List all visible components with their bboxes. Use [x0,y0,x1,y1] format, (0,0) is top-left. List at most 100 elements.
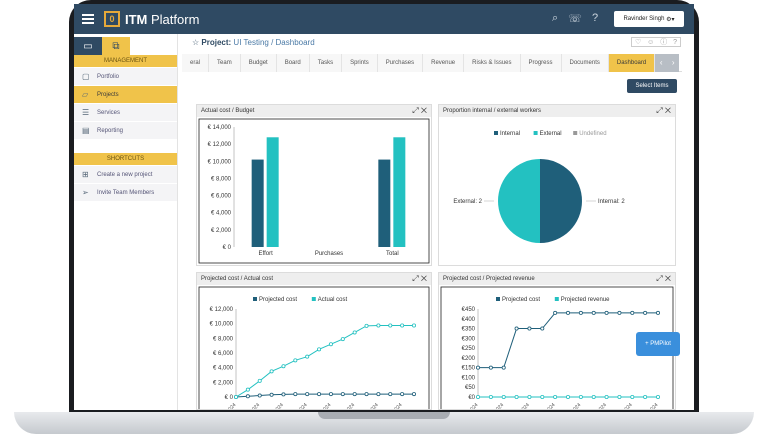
search-icon[interactable]: ⌕ [552,12,559,24]
tab-general[interactable]: eral [182,54,210,72]
data-point [540,395,545,400]
legend-swatch [311,297,316,301]
tab-board[interactable]: Board [276,54,310,72]
data-point [364,323,369,328]
x-tick-label: 2024 [320,402,332,409]
data-point [411,323,416,328]
tab-progress[interactable]: Progress [520,54,562,72]
data-point [376,323,381,328]
shortcut-create-project[interactable]: ⊞ Create a new project [74,166,177,183]
hamburger-menu-icon[interactable] [82,14,94,24]
data-point [476,365,481,370]
project-actions[interactable]: ♡ ☺ ⓘ? [631,37,681,47]
tab-budget[interactable]: Budget [240,54,277,72]
x-tick-label: 2024 [544,402,556,409]
data-point [388,323,393,328]
data-point [245,394,250,399]
y-tick-label: € 6,000 [213,351,234,357]
pie-chart: Internal External Undefined Internal: 2 Exte… [453,131,625,243]
chevron-left-icon[interactable]: ‹ [655,54,668,72]
tab-sprints[interactable]: Sprints [342,54,378,72]
data-point [293,358,298,363]
x-tick-label: 2024 [225,402,237,409]
x-tick-label: 2024 [344,402,356,409]
shortcut-invite-members[interactable]: ➢ Invite Team Members [74,184,177,201]
tab-purchases[interactable]: Purchases [377,54,424,72]
legend-label: Projected cost [502,297,540,303]
data-point [655,310,660,315]
bar [393,137,406,247]
sidebar-item-services[interactable]: ☰ Services [74,104,177,121]
data-point [364,392,369,397]
monitor-tab-icon[interactable]: ▭ [74,37,102,55]
x-tick-label: 2024 [391,402,403,409]
expand-close-icon[interactable]: ⤢ ✕ [656,106,671,115]
pmpilot-button[interactable]: + PMPilot [636,332,680,356]
legend-label: Actual cost [318,297,348,303]
bar [266,137,279,247]
y-tick-label: € 12,000 [208,142,232,148]
data-point [501,395,506,400]
expand-close-icon[interactable]: ⤢ ✕ [412,106,427,115]
data-point [281,364,286,369]
widget-actual-cost-budget: Actual cost / Budget ⤢ ✕ € 14,000 € 12,000… [196,104,432,266]
plus-icon: ⊞ [82,170,89,179]
data-point [305,354,310,359]
top-nav-bar: 0 ITM Platform ⌕ ☏ ? Ravinder Singh ⚙▾ [74,4,694,34]
line-chart-cost: Projected cost Actual cost € 12,000 € 10,00… [198,286,430,409]
help-icon[interactable]: ? [591,12,599,24]
y-tick-label: € 2,000 [211,228,232,234]
data-point [540,326,545,331]
folder-open-icon: ▱ [82,90,89,99]
report-icon: ▤ [82,126,90,135]
data-point [400,323,405,328]
sidebar-item-projects[interactable]: ▱ Projects [74,86,177,103]
data-point [643,395,648,400]
tab-revenue[interactable]: Revenue [423,54,465,72]
x-tick-label: Purchases [315,251,343,257]
tab-risks-issues[interactable]: Risks & Issues [464,54,521,72]
x-tick-label: 2024 [368,402,380,409]
select-items-button[interactable]: Select Items [627,79,677,93]
y-tick-label: €300 [462,336,476,342]
x-tick-label: 2024 [249,402,261,409]
data-point [352,330,357,335]
hierarchy-tab-icon[interactable]: ⧉ [102,37,130,55]
data-point [281,392,286,397]
data-point [269,369,274,374]
sidebar-item-portfolio[interactable]: ▢ Portfolio [74,68,177,85]
x-tick-label: Effort [259,251,274,257]
y-tick-label: € 2,000 [213,380,234,386]
plot-frame [198,286,430,409]
data-point [328,392,333,397]
series-line [235,325,414,398]
y-tick-label: €0 [468,395,475,401]
tab-team[interactable]: Team [209,54,241,72]
data-point [340,392,345,397]
chat-icon[interactable]: ☏ [568,13,582,25]
chevron-right-icon[interactable]: › [667,54,680,72]
data-point [269,392,274,397]
legend-label: Internal [500,131,520,137]
y-tick-label: € 8,000 [211,176,232,182]
y-tick-label: € 10,000 [210,322,234,328]
data-point [604,395,609,400]
slice-label: Internal: 2 [598,199,625,205]
y-tick-label: €50 [465,385,476,391]
data-point [578,395,583,400]
legend-swatch [253,297,257,301]
list-icon: ☰ [82,108,90,117]
sidebar-item-reporting[interactable]: ▤ Reporting [74,122,177,139]
tab-dashboard[interactable]: Dashboard [608,54,656,72]
y-tick-label: €100 [462,375,476,381]
legend-label: Projected revenue [561,297,610,303]
user-menu-button[interactable]: Ravinder Singh ⚙▾ [614,11,684,27]
project-tabs: eral Team Budget Board Tasks Sprints Pur… [182,54,682,72]
expand-close-icon[interactable]: ⤢ ✕ [656,274,671,283]
slice-label: External: 2 [453,199,482,205]
tab-tasks[interactable]: Tasks [309,54,343,72]
tab-documents[interactable]: Documents [561,54,609,72]
expand-close-icon[interactable]: ⤢ ✕ [412,274,427,283]
star-icon[interactable]: ☆ [192,38,200,47]
y-tick-label: € 6,000 [211,194,232,200]
